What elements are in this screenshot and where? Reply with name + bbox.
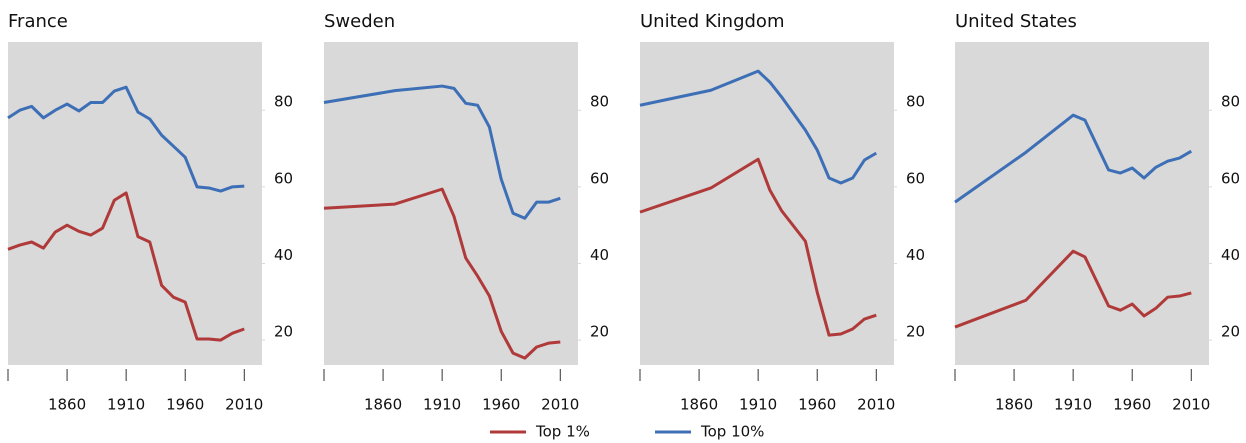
y-tick-label: 40 (590, 246, 609, 264)
series-line (639, 69, 878, 185)
panel-title: United States (955, 11, 1077, 32)
y-tick-label: 80 (274, 93, 293, 111)
series-line (954, 249, 1192, 329)
series-line (323, 84, 561, 220)
x-tick-label: 1910 (739, 396, 777, 414)
series-line (323, 187, 561, 360)
x-tick-label: 1860 (364, 396, 402, 414)
y-tick-label: 20 (906, 323, 925, 341)
x-tick-label: 2010 (225, 396, 263, 414)
x-tick-label: 2010 (1172, 396, 1210, 414)
x-tick-label: 2010 (857, 396, 895, 414)
x-tick-label: 1960 (1113, 396, 1151, 414)
panel-title: France (8, 11, 68, 32)
series-line (7, 191, 245, 342)
y-tick-label: 20 (590, 323, 609, 341)
series-line (954, 113, 1193, 204)
y-tick-label: 80 (1221, 93, 1240, 111)
x-tick-label: 1910 (1054, 396, 1092, 414)
plot-area (8, 42, 262, 365)
y-tick-label: 60 (1221, 169, 1240, 187)
y-tick-label: 40 (906, 246, 925, 264)
x-tick-label: 1910 (423, 396, 461, 414)
x-tick-label: 1910 (107, 396, 145, 414)
y-tick-label: 80 (906, 93, 925, 111)
series-line (7, 85, 245, 193)
plot-area (955, 42, 1209, 365)
y-tick-label: 40 (1221, 246, 1240, 264)
x-tick-label: 1960 (798, 396, 836, 414)
x-tick-label: 1860 (48, 396, 86, 414)
x-tick-label: 1860 (680, 396, 718, 414)
legend-label: Top 1% (535, 423, 590, 441)
y-tick-label: 20 (274, 323, 293, 341)
x-tick-label: 2010 (541, 396, 579, 414)
y-tick-label: 20 (1221, 323, 1240, 341)
y-tick-label: 60 (590, 169, 609, 187)
legend-label: Top 10% (700, 423, 764, 441)
panel-title: Sweden (324, 11, 395, 32)
y-tick-label: 60 (274, 169, 293, 187)
series-line (639, 157, 877, 337)
y-tick-label: 60 (906, 169, 925, 187)
plot-area (640, 42, 894, 365)
y-tick-label: 40 (274, 246, 293, 264)
y-tick-label: 80 (590, 93, 609, 111)
panel-title: United Kingdom (640, 11, 784, 32)
x-tick-label: 1960 (166, 396, 204, 414)
x-tick-label: 1860 (995, 396, 1033, 414)
x-tick-label: 1960 (482, 396, 520, 414)
